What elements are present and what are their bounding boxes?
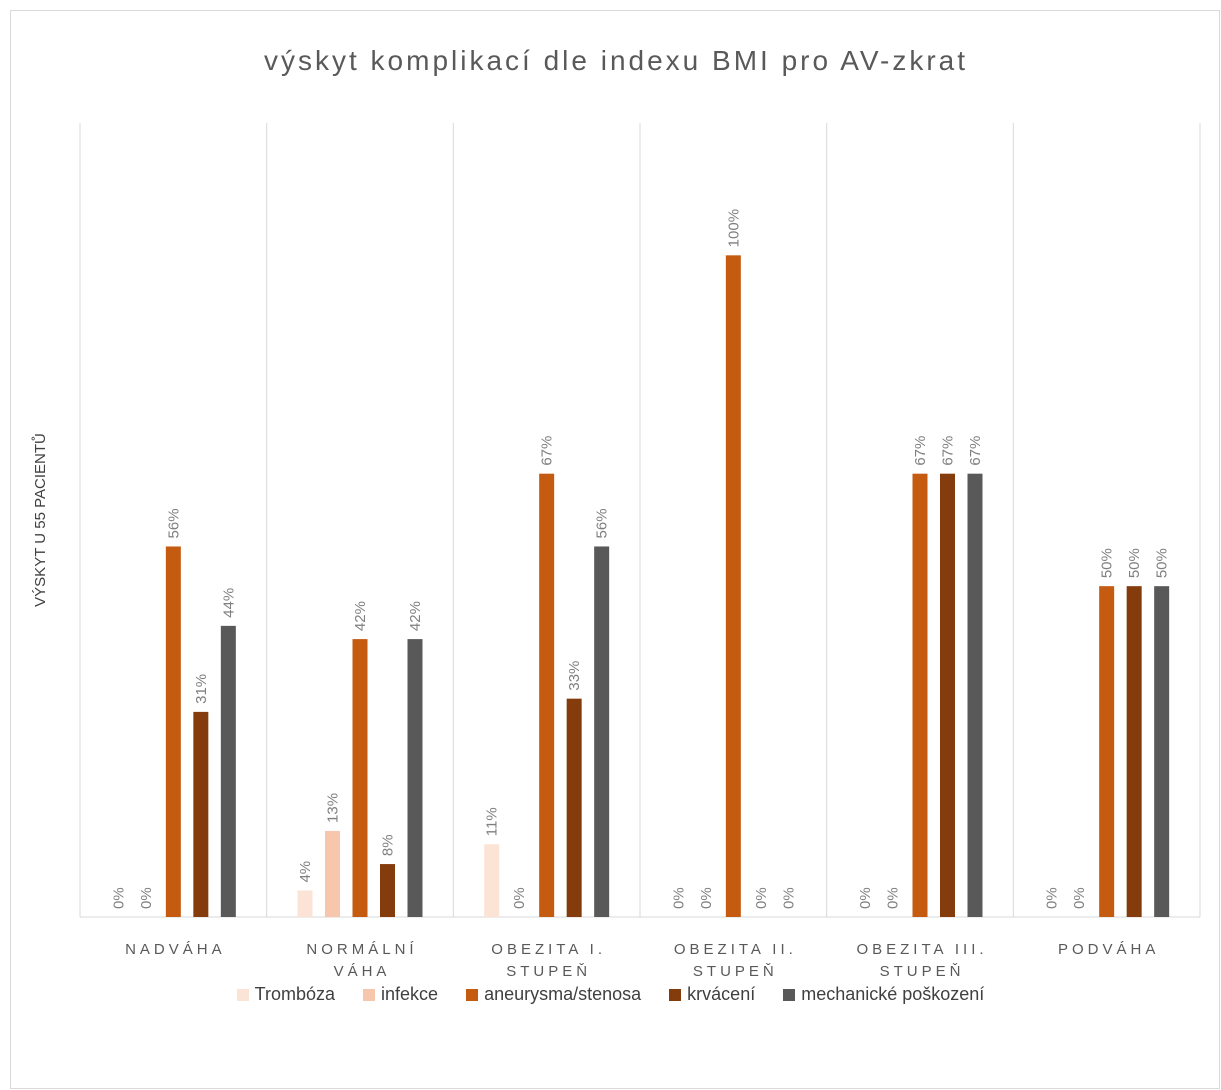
legend-label: krvácení: [687, 984, 756, 1004]
bar: [1099, 586, 1115, 917]
bar: [220, 625, 236, 917]
x-tick-label: NADVÁHA: [125, 941, 226, 958]
legend-item: mechanické poškození: [783, 984, 984, 1005]
legend-swatch: [363, 988, 376, 1001]
data-label: 0%: [753, 887, 770, 909]
bar: [725, 255, 741, 918]
chart-title: výskyt komplikací dle indexu BMI pro AV-…: [264, 45, 968, 76]
legend-label: Trombóza: [254, 984, 336, 1004]
legend: Trombóza infekce aneurysma/stenosa krvácení…: [0, 984, 1221, 1005]
data-label: 13%: [325, 793, 342, 823]
data-label: 67%: [967, 436, 984, 466]
data-label: 42%: [352, 601, 369, 631]
legend-swatch: [783, 988, 796, 1001]
bar: [297, 890, 313, 917]
data-label: 4%: [297, 861, 314, 883]
data-label: 0%: [885, 887, 902, 909]
data-label: 67%: [940, 436, 957, 466]
x-tick-label: OBEZITA II. STUPEŇ: [673, 941, 797, 980]
data-label: 56%: [594, 508, 611, 538]
x-tick-label: OBEZITA I. STUPEŇ: [491, 941, 607, 980]
legend-swatch: [466, 988, 479, 1001]
bar: [940, 473, 955, 917]
data-label: 0%: [110, 887, 127, 909]
x-tick-label: OBEZITA III. STUPEŇ: [856, 941, 988, 980]
legend-item: krvácení: [669, 984, 755, 1005]
data-label: 44%: [220, 588, 237, 618]
bar: [484, 844, 500, 917]
bar: [566, 698, 582, 917]
data-label: 0%: [857, 887, 874, 909]
data-label: 50%: [1099, 548, 1116, 578]
data-label: 33%: [566, 661, 583, 691]
x-tick-label: PODVÁHA: [1057, 941, 1160, 958]
data-label: 56%: [165, 508, 182, 538]
legend-item: Trombóza: [236, 984, 336, 1005]
data-label: 0%: [1071, 887, 1088, 909]
bar: [352, 639, 368, 917]
data-label: 8%: [380, 834, 397, 856]
data-label: 0%: [1044, 887, 1061, 909]
bar: [539, 473, 555, 917]
legend-item: aneurysma/stenosa: [466, 984, 641, 1005]
bar: [1126, 586, 1142, 917]
data-label: 0%: [138, 887, 155, 909]
data-label: 0%: [511, 887, 528, 909]
data-label: 31%: [193, 674, 210, 704]
legend-label: infekce: [381, 984, 439, 1004]
data-label: 67%: [912, 436, 929, 466]
legend-swatch: [669, 988, 682, 1001]
bar: [380, 864, 395, 917]
data-label: 0%: [670, 887, 687, 909]
bar: [325, 830, 340, 917]
y-axis-label: VÝSKYT U 55 PACIENTŮ: [31, 433, 49, 607]
bar: [193, 711, 209, 917]
bar: [594, 546, 610, 917]
data-label: 11%: [484, 807, 501, 836]
legend-label: mechanické poškození: [801, 984, 985, 1004]
bar: [165, 546, 181, 917]
data-label: 50%: [1126, 548, 1143, 578]
bar: [912, 473, 928, 917]
data-label: 42%: [407, 601, 424, 631]
legend-item: infekce: [363, 984, 438, 1005]
data-label: 100%: [725, 209, 742, 247]
legend-label: aneurysma/stenosa: [484, 984, 642, 1004]
legend-swatch: [236, 988, 249, 1001]
bar: [407, 639, 423, 917]
chart-border: [10, 10, 1220, 1089]
data-label: 67%: [539, 436, 556, 466]
data-label: 50%: [1154, 548, 1171, 578]
bar: [1154, 586, 1170, 917]
x-tick-label: NORMÁLNÍ VÁHA: [306, 941, 418, 980]
bar: [967, 473, 983, 917]
data-label: 0%: [698, 887, 715, 909]
data-label: 0%: [780, 887, 797, 909]
